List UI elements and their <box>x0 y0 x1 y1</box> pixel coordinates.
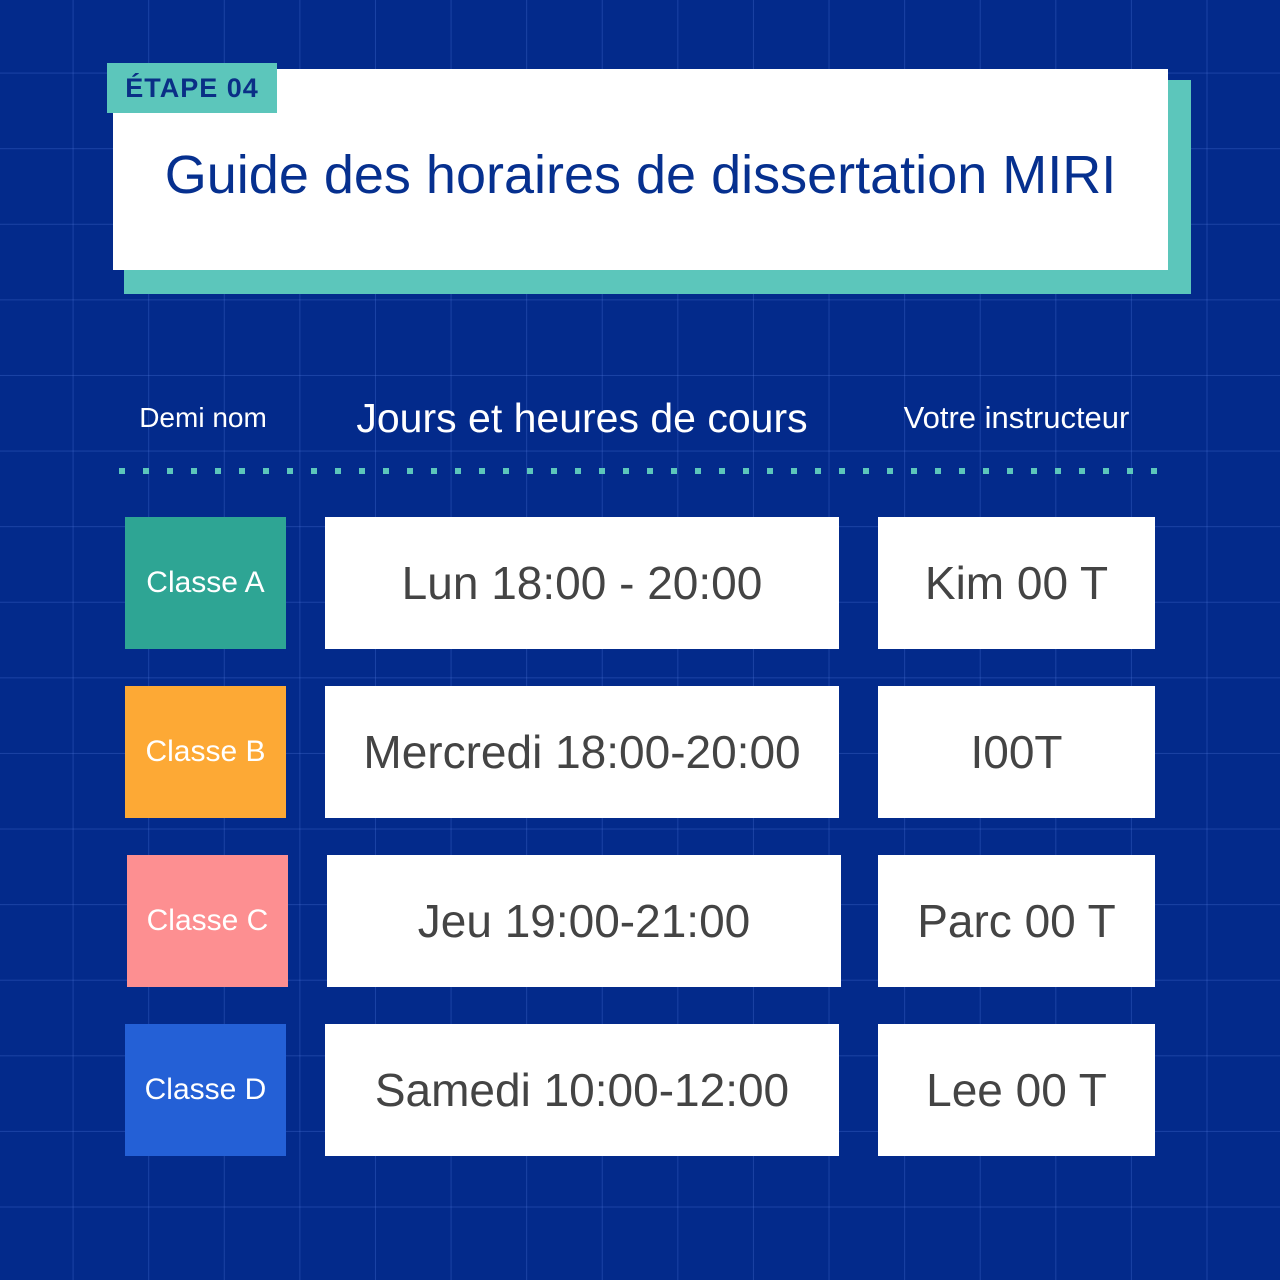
instructor-cell: Lee 00 T <box>878 1024 1155 1156</box>
schedule-cell: Lun 18:00 - 20:00 <box>325 517 839 649</box>
class-label: Classe D <box>125 1024 286 1156</box>
step-badge: ÉTAPE 04 <box>107 63 277 113</box>
header-name: Demi nom <box>139 402 267 433</box>
class-label: Classe A <box>125 517 286 649</box>
schedule-cell: Mercredi 18:00-20:00 <box>325 686 839 818</box>
class-label: Classe B <box>125 686 286 818</box>
class-label: Classe C <box>127 855 288 987</box>
instructor-cell: I00T <box>878 686 1155 818</box>
page-title: Guide des horaires de dissertation MIRI <box>164 144 1117 205</box>
header-instructor: Votre instructeur <box>903 400 1130 435</box>
instructor-cell: Parc 00 T <box>878 855 1155 987</box>
instructor-cell: Kim 00 T <box>878 517 1155 649</box>
dotted-divider <box>119 468 1163 474</box>
title-card: Guide des horaires de dissertation MIRI <box>113 69 1168 270</box>
header-schedule: Jours et heures de cours <box>356 394 808 441</box>
schedule-cell: Jeu 19:00-21:00 <box>327 855 841 987</box>
schedule-cell: Samedi 10:00-12:00 <box>325 1024 839 1156</box>
